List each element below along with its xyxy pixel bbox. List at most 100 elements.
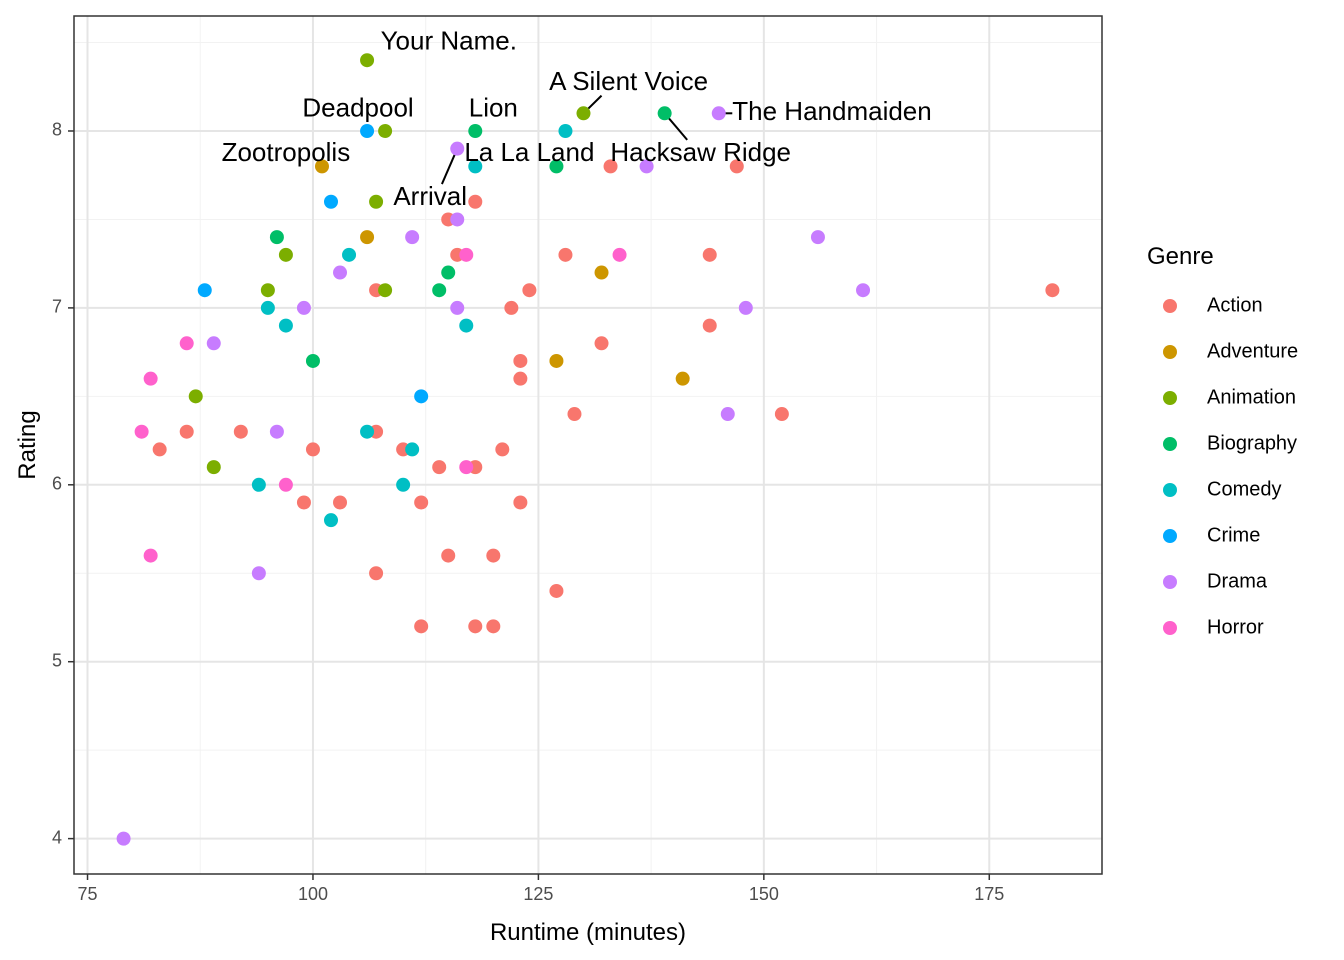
point-biography (269, 230, 284, 245)
point-action (603, 159, 618, 174)
point-crime (197, 283, 212, 298)
point-biography (305, 353, 320, 368)
annotation-label: Arrival (393, 181, 467, 211)
point-biography (657, 106, 672, 121)
point-action (495, 442, 510, 457)
point-action (774, 407, 789, 422)
x-tick-label: 150 (749, 884, 779, 904)
point-action (702, 247, 717, 262)
point-adventure (360, 230, 375, 245)
points-layer (116, 53, 1060, 846)
point-comedy (278, 318, 293, 333)
point-horror (134, 424, 149, 439)
legend-key-biography (1163, 437, 1177, 451)
point-drama (251, 566, 266, 581)
point-adventure (675, 371, 690, 386)
point-animation (188, 389, 203, 404)
point-drama (810, 230, 825, 245)
point-action (729, 159, 744, 174)
plot-panel-border (73, 15, 1103, 875)
point-comedy (260, 300, 275, 315)
legend-key-comedy (1163, 483, 1177, 497)
x-tick-label: 175 (974, 884, 1004, 904)
point-drama (856, 283, 871, 298)
point-crime (324, 194, 338, 209)
point-animation (206, 460, 221, 475)
annotation-label: A Silent Voice (549, 66, 708, 96)
y-tick-label: 4 (52, 827, 62, 847)
point-action (504, 300, 519, 315)
legend-label-adventure: Adventure (1207, 340, 1298, 362)
point-drama (206, 336, 221, 351)
point-adventure (549, 353, 564, 368)
legend-label-comedy: Comedy (1207, 478, 1281, 500)
legend-label-animation: Animation (1207, 386, 1296, 408)
point-crime (360, 123, 375, 138)
legend-key-crime (1163, 529, 1177, 543)
point-action (414, 495, 429, 510)
point-comedy (396, 477, 411, 492)
point-action (486, 619, 501, 634)
point-animation (378, 283, 393, 298)
point-action (414, 619, 429, 634)
point-action (468, 194, 483, 209)
point-action (432, 460, 447, 475)
point-action (1045, 283, 1060, 298)
point-action (369, 566, 384, 581)
y-tick-label: 5 (52, 650, 62, 670)
annotation-label: La La Land (464, 137, 594, 167)
legend: Action Adventure Animation Biography Comedy C… (1163, 294, 1298, 638)
point-action (549, 583, 564, 598)
grid-layer (74, 16, 1102, 874)
point-drama (116, 831, 131, 846)
y-tick-label: 8 (52, 120, 62, 140)
point-comedy (459, 318, 474, 333)
legend-title: Genre (1147, 243, 1214, 270)
point-animation (360, 53, 375, 68)
point-action (567, 407, 582, 422)
point-drama (738, 300, 753, 315)
point-biography (432, 283, 447, 298)
legend-label-horror: Horror (1207, 616, 1264, 638)
annotation-label: Your Name. (381, 25, 517, 55)
point-action (179, 424, 194, 439)
point-action (522, 283, 537, 298)
point-crime (414, 389, 429, 404)
point-comedy (324, 513, 338, 528)
point-action (594, 336, 609, 351)
x-tick-label: 100 (298, 884, 328, 904)
point-action (441, 548, 456, 563)
plot-panel (74, 16, 1102, 874)
y-tick-label: 6 (52, 474, 62, 494)
annotation-layer: Your Name. A Silent Voice Deadpool Lion The … (222, 25, 932, 211)
legend-label-action: Action (1207, 294, 1263, 316)
point-action (468, 619, 483, 634)
x-tick-label: 75 (78, 884, 98, 904)
point-horror (459, 247, 474, 262)
point-action (513, 353, 528, 368)
point-comedy (468, 159, 483, 174)
x-tick-label: 125 (523, 884, 553, 904)
point-comedy (342, 247, 357, 262)
point-action (233, 424, 248, 439)
x-axis-title: Runtime (minutes) (490, 919, 686, 946)
point-action (513, 371, 528, 386)
annotation-label: Lion (469, 93, 518, 123)
legend-key-horror (1163, 621, 1177, 635)
point-action (513, 495, 528, 510)
legend-label-biography: Biography (1207, 432, 1297, 454)
point-animation (369, 194, 384, 209)
point-action (333, 495, 348, 510)
point-animation (378, 123, 393, 138)
annotation-label: Deadpool (302, 93, 413, 123)
point-drama (720, 407, 735, 422)
point-animation (278, 247, 293, 262)
point-animation (576, 106, 591, 121)
point-horror (459, 460, 474, 475)
point-drama (296, 300, 311, 315)
point-biography (468, 123, 483, 138)
point-horror (143, 548, 158, 563)
point-drama (269, 424, 284, 439)
point-horror (278, 477, 293, 492)
